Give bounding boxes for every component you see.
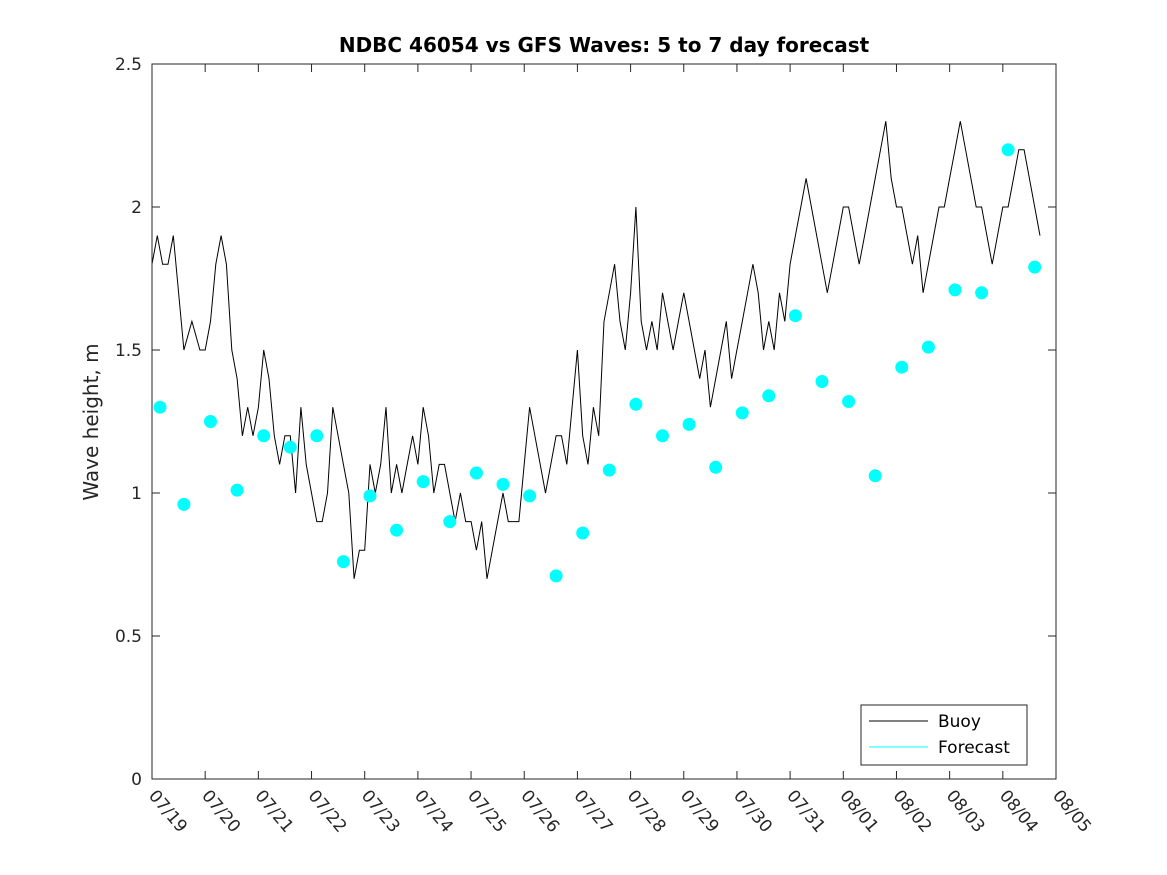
forecast-marker xyxy=(283,440,297,454)
x-tick-label: 08/05 xyxy=(1048,786,1095,836)
forecast-marker xyxy=(656,429,669,443)
legend-label-buoy: Buoy xyxy=(938,712,981,732)
plot-frame xyxy=(151,63,1057,780)
forecast-marker xyxy=(602,463,616,477)
forecast-marker xyxy=(153,400,167,414)
forecast-marker xyxy=(310,429,324,443)
marker-layer xyxy=(153,143,1042,583)
x-tick-label: 07/30 xyxy=(729,786,776,836)
x-tick-label: 07/21 xyxy=(251,786,298,836)
forecast-marker xyxy=(1028,260,1042,274)
forecast-marker xyxy=(549,569,563,583)
y-axis-label: Wave height, m xyxy=(79,343,103,500)
x-tick-label: 08/04 xyxy=(995,786,1042,836)
forecast-marker xyxy=(230,483,244,497)
series-line-buoy xyxy=(151,121,1041,579)
plot-area xyxy=(152,64,1056,779)
forecast-marker xyxy=(682,417,696,431)
x-tick-label: 07/22 xyxy=(304,786,351,836)
forecast-marker xyxy=(416,475,430,489)
x-tick-label: 07/31 xyxy=(782,786,829,836)
x-tick-label: 07/24 xyxy=(410,786,457,836)
forecast-marker xyxy=(975,286,989,300)
forecast-marker xyxy=(177,497,191,511)
x-tick-label: 07/27 xyxy=(570,786,617,836)
forecast-marker xyxy=(948,283,962,297)
forecast-marker xyxy=(204,415,217,428)
forecast-marker xyxy=(735,406,749,420)
x-tick-label: 08/02 xyxy=(889,786,936,836)
forecast-marker xyxy=(576,526,590,540)
y-tick-label: 1 xyxy=(131,484,142,504)
forecast-marker xyxy=(443,515,457,529)
y-tick-label: 2.5 xyxy=(115,55,142,75)
series-layer xyxy=(151,121,1041,579)
x-tick-label: 07/20 xyxy=(197,786,244,836)
x-tick-label: 07/25 xyxy=(463,786,510,836)
y-tick-label: 1.5 xyxy=(115,341,142,361)
forecast-marker xyxy=(523,489,537,503)
forecast-marker xyxy=(868,469,882,483)
forecast-marker xyxy=(788,309,802,323)
forecast-marker xyxy=(1001,143,1015,157)
forecast-marker xyxy=(815,375,829,388)
x-tick-label: 08/01 xyxy=(835,786,882,836)
x-tick-label: 07/26 xyxy=(516,786,563,836)
legend-box xyxy=(860,704,1028,766)
forecast-marker xyxy=(762,389,776,403)
y-tick-label: 0 xyxy=(131,770,142,790)
x-tick-label: 07/29 xyxy=(676,786,723,836)
forecast-marker xyxy=(895,360,909,374)
legend-label-forecast: Forecast xyxy=(938,738,1010,758)
forecast-marker xyxy=(390,523,404,537)
x-tick-label: 08/03 xyxy=(942,786,989,836)
forecast-marker xyxy=(257,429,271,443)
forecast-marker xyxy=(469,466,483,480)
y-axis: 0 0.5 1 1.5 2 2.5 xyxy=(115,55,1056,790)
x-tick-label: 07/19 xyxy=(144,786,191,836)
forecast-marker xyxy=(363,489,377,503)
chart-title: NDBC 46054 vs GFS Waves: 5 to 7 day fore… xyxy=(339,33,870,57)
x-tick-label: 07/23 xyxy=(357,786,404,836)
forecast-marker xyxy=(842,395,856,408)
forecast-marker xyxy=(921,340,935,354)
y-tick-label: 2 xyxy=(131,198,142,218)
y-tick-label: 0.5 xyxy=(115,627,142,647)
forecast-marker xyxy=(709,460,723,474)
forecast-marker xyxy=(336,555,350,569)
x-tick-label: 07/28 xyxy=(623,786,670,836)
forecast-marker xyxy=(629,397,643,411)
legend: Buoy Forecast xyxy=(860,704,1028,766)
forecast-marker xyxy=(496,477,510,491)
